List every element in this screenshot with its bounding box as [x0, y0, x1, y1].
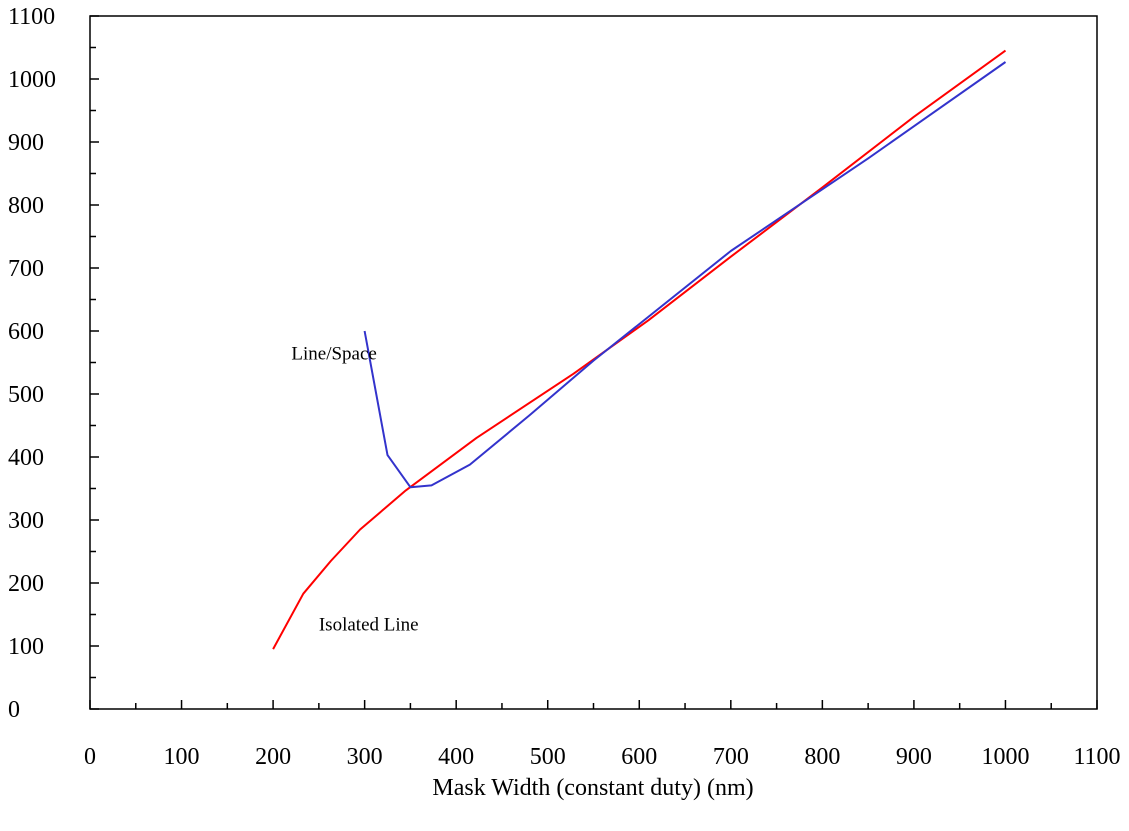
x-axis-ticks [89, 700, 1098, 709]
x-tick-label: 300 [347, 744, 383, 770]
x-tick-label: 900 [896, 744, 932, 770]
x-axis-tick-labels: 0 100 200 300 400 500 600 700 800 900 1000 1100 [84, 744, 1121, 770]
series-line [363, 61, 1007, 489]
y-tick-label: 500 [8, 382, 44, 408]
x-tick-label: 1000 [981, 744, 1029, 770]
y-tick-label: 900 [8, 130, 44, 156]
series-layer [272, 49, 1007, 650]
series-annotation-label: Line/Space [291, 343, 376, 364]
plot-area-frame [89, 15, 1098, 710]
series-line [272, 49, 1007, 650]
series-annotation-label: Isolated Line [319, 614, 419, 635]
y-tick-label: 600 [8, 319, 44, 345]
y-tick-label: 1000 [8, 67, 56, 93]
x-tick-label: 600 [621, 744, 657, 770]
y-tick-label: 800 [8, 193, 44, 219]
x-tick-label: 1100 [1073, 744, 1120, 770]
y-axis-tick-labels: 0 100 200 300 400 500 600 700 800 900 1000 1100 [8, 4, 56, 723]
x-tick-label: 500 [530, 744, 566, 770]
y-tick-label: 1100 [8, 4, 55, 30]
y-tick-label: 100 [8, 634, 44, 660]
y-tick-label: 700 [8, 256, 44, 282]
x-axis-title: Mask Width (constant duty) (nm) [432, 775, 753, 801]
x-tick-label: 700 [713, 744, 749, 770]
y-tick-label: 200 [8, 571, 44, 597]
y-axis-ticks [90, 15, 99, 710]
x-tick-label: 100 [164, 744, 200, 770]
x-tick-label: 400 [438, 744, 474, 770]
y-tick-label: 300 [8, 508, 44, 534]
y-tick-label: 400 [8, 445, 44, 471]
y-tick-label: 0 [8, 697, 20, 723]
x-tick-label: 200 [255, 744, 291, 770]
x-tick-label: 0 [84, 744, 96, 770]
annotation-layer: Line/Space Isolated Line [291, 343, 418, 635]
x-tick-label: 800 [804, 744, 840, 770]
